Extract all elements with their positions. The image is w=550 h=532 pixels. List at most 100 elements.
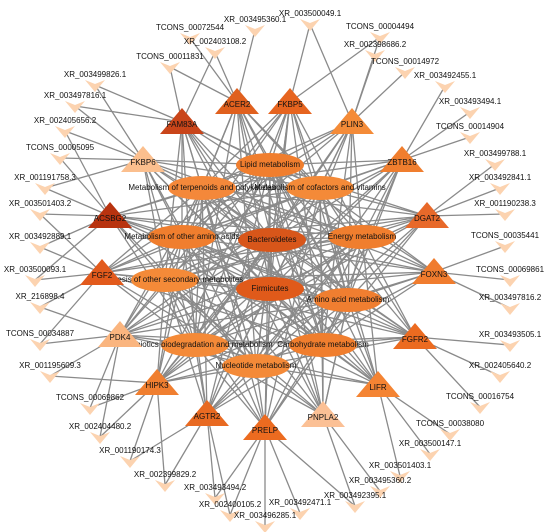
transcript-label: XR_003495360.2	[349, 476, 412, 485]
edge	[101, 164, 271, 274]
edge	[347, 299, 379, 386]
transcript-node	[490, 371, 510, 383]
edge	[181, 236, 349, 301]
edge	[59, 157, 144, 161]
pathway-label: Lipid metabolism	[240, 160, 300, 169]
edge	[401, 111, 471, 161]
transcript-node	[420, 449, 440, 461]
edge	[201, 187, 266, 429]
transcript-node	[205, 47, 225, 59]
pathway-node	[148, 225, 216, 249]
edge	[64, 130, 111, 217]
transcript-node	[500, 340, 520, 352]
edge	[169, 66, 238, 103]
transcript-label: TCONS_00014972	[371, 57, 440, 66]
transcript-node	[345, 501, 365, 513]
transcript-label: XR_003501403.2	[9, 199, 72, 208]
transcript-label: XR_003496285.1	[234, 511, 297, 520]
edge	[322, 414, 381, 492]
gene-label: FOXN3	[421, 270, 448, 279]
transcript-node	[395, 67, 415, 79]
pathway-node	[161, 333, 229, 357]
transcript-label: XR_002399829.2	[134, 470, 197, 479]
transcript-node	[30, 302, 50, 314]
transcript-node	[500, 303, 520, 315]
edge	[201, 187, 363, 238]
edge	[433, 245, 506, 273]
edge	[264, 236, 363, 429]
transcript-node	[370, 32, 390, 44]
edge	[194, 271, 435, 346]
edge	[94, 84, 144, 161]
edge	[164, 279, 257, 367]
transcript-label: XR_002404480.2	[69, 422, 132, 431]
edge	[94, 84, 183, 123]
edge	[164, 121, 183, 281]
gene-label: ACER2	[224, 100, 251, 109]
edge	[119, 187, 203, 336]
edge	[164, 279, 324, 416]
transcript-node	[490, 183, 510, 195]
edge	[401, 85, 446, 161]
gene-node	[135, 369, 179, 395]
edge	[164, 159, 403, 281]
edge	[181, 164, 271, 238]
transcript-node	[80, 403, 100, 415]
edge	[206, 239, 273, 415]
edge	[181, 51, 216, 123]
edge	[74, 105, 183, 123]
transcript-label: XR_003492455.1	[414, 71, 477, 80]
gene-label: HIPK3	[145, 381, 169, 390]
gene-label: AGTR2	[194, 412, 221, 421]
transcript-node	[205, 493, 225, 505]
transcript-label: XR_003493494.1	[439, 97, 502, 106]
gene-node	[88, 202, 132, 228]
pathway-node	[238, 228, 306, 252]
gene-node	[356, 371, 400, 397]
transcript-label: XR_002398686.2	[344, 40, 407, 49]
edge	[101, 187, 203, 274]
transcript-node	[25, 275, 45, 287]
edge	[377, 384, 401, 477]
transcript-node	[30, 209, 50, 221]
transcript-label: TCONS_00035441	[471, 231, 540, 240]
edge	[181, 236, 324, 416]
transcript-label: XR_002405656.2	[34, 116, 97, 125]
transcript-node	[85, 80, 105, 92]
edge	[109, 215, 349, 301]
transcript-label: XR_003499826.1	[64, 70, 127, 79]
transcript-label: XR_003492889.1	[9, 232, 72, 241]
edge	[99, 334, 121, 438]
edge	[414, 336, 511, 346]
edge	[39, 306, 121, 336]
edge	[201, 187, 435, 273]
transcript-node	[90, 432, 110, 444]
pathway-label: Metabolism of cofactors and vitamins	[254, 183, 386, 192]
edge	[39, 213, 103, 274]
gene-node	[215, 88, 259, 114]
transcript-label: XR_003497816.2	[479, 293, 542, 302]
transcript-label: XR_003497816.1	[44, 91, 107, 100]
pathway-node	[328, 225, 396, 249]
edge	[322, 299, 349, 416]
transcript-node	[120, 456, 140, 468]
edge	[194, 344, 266, 429]
transcript-node	[30, 339, 50, 351]
pathway-label: Firmicutes	[252, 284, 289, 293]
edge	[319, 187, 379, 386]
transcript-node	[440, 429, 460, 441]
transcript-label: XR_003492841.1	[469, 173, 532, 182]
edge	[206, 288, 271, 415]
gene-node	[393, 323, 437, 349]
edge	[269, 164, 349, 301]
edge	[142, 159, 273, 241]
edge	[271, 239, 379, 386]
transcript-label: XR_001195609.3	[19, 361, 81, 370]
transcript-label: XR_001190174.3	[99, 446, 161, 455]
edge	[119, 299, 349, 336]
edge	[164, 279, 379, 386]
edge	[156, 299, 349, 384]
pathway-node	[236, 153, 304, 177]
transcript-label: TCONS_00034887	[6, 329, 75, 338]
edge	[206, 413, 231, 516]
